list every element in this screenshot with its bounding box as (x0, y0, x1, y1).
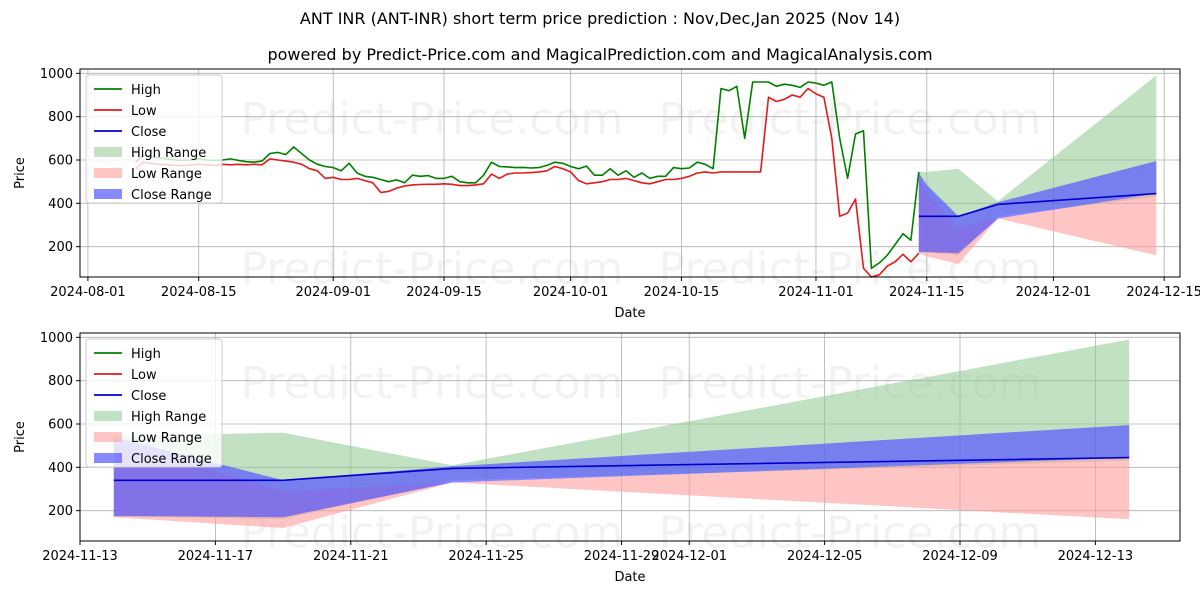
watermark-text: Predict-Price.com (241, 94, 624, 145)
y-tick-label: 1000 (40, 67, 73, 82)
x-tick-label: 2024-12-13 (1058, 549, 1134, 564)
x-tick-label: 2024-11-21 (313, 549, 389, 564)
low-range-area (918, 177, 1157, 264)
plot-frame (79, 68, 1181, 278)
chart-title: ANT INR (ANT-INR) short term price predi… (299, 9, 901, 28)
y-tick-label: 600 (48, 418, 73, 433)
legend-label: Low Range (131, 431, 202, 446)
watermark-text: Predict-Price.com (659, 94, 1042, 145)
x-tick-label: 2024-11-29 (584, 549, 660, 564)
close-line (113, 456, 1130, 482)
x-axis-label: Date (614, 570, 645, 585)
close-range-area (113, 425, 1130, 518)
x-tick-label: 2024-11-01 (778, 285, 854, 300)
x-axis-label: Date (614, 306, 645, 321)
x-tick-label: 2024-09-15 (406, 285, 482, 300)
legend-label: Close (131, 125, 166, 140)
y-tick-label: 400 (48, 461, 73, 476)
chart-top: Predict-Price.com Predict-Price.com Predic… (13, 67, 1200, 321)
x-tick-label: 2024-11-17 (178, 549, 254, 564)
legend-swatch-high-range (94, 147, 122, 157)
legend-swatch-close-range (94, 189, 122, 199)
legend-swatch-low-range (94, 432, 122, 442)
legend-label: High Range (131, 410, 206, 425)
legend-label: High (131, 347, 161, 362)
x-tick-label: 2024-11-15 (889, 285, 965, 300)
legend-swatch-low-range (94, 168, 122, 178)
y-tick-label: 200 (48, 240, 73, 255)
x-tick-label: 2024-08-15 (161, 285, 237, 300)
x-tick-label: 2024-10-15 (644, 285, 720, 300)
chart-subtitle: powered by Predict-Price.com and Magical… (267, 45, 933, 64)
legend-label: High (131, 83, 161, 98)
x-tick-label: 2024-12-01 (1016, 285, 1092, 300)
x-tick-label: 2024-12-01 (651, 549, 727, 564)
y-tick-label: 200 (48, 504, 73, 519)
x-tick-label: 2024-09-01 (295, 285, 371, 300)
y-axis-label: Price (13, 157, 28, 189)
x-tick-label: 2024-12-15 (1126, 285, 1200, 300)
x-tick-label: 2024-12-05 (787, 549, 863, 564)
y-tick-label: 1000 (40, 331, 73, 346)
watermark-text: Predict-Price.com (241, 244, 624, 295)
x-tick-label: 2024-10-01 (533, 285, 609, 300)
watermark-text: Predict-Price.com (659, 244, 1042, 295)
low-range-area (113, 441, 1130, 528)
legend-label: Low (131, 104, 157, 119)
y-axis-label: Price (13, 421, 28, 453)
legend-label: Close Range (131, 452, 212, 467)
legend-label: Low Range (131, 167, 202, 182)
legend-label: Low (131, 368, 157, 383)
watermark-text: Predict-Price.com (241, 358, 624, 409)
x-tick-label: 2024-12-09 (922, 549, 998, 564)
legend-label: Close (131, 389, 166, 404)
y-tick-label: 600 (48, 154, 73, 169)
plot-frame (79, 332, 1181, 542)
y-tick-label: 800 (48, 374, 73, 389)
low-line (134, 87, 920, 278)
watermark-text: Predict-Price.com (659, 508, 1042, 559)
close-line (918, 192, 1157, 218)
chart-bottom: Predict-Price.com Predict-Price.comPredic… (13, 331, 1181, 585)
y-tick-label: 400 (48, 197, 73, 212)
legend-label: Close Range (131, 188, 212, 203)
legend-label: High Range (131, 146, 206, 161)
y-tick-label: 800 (48, 110, 73, 125)
x-tick-label: 2024-08-01 (50, 285, 126, 300)
legend-swatch-close-range (94, 453, 122, 463)
close-range-area (918, 161, 1157, 254)
high-line (134, 81, 920, 270)
legend-swatch-high-range (94, 411, 122, 421)
x-tick-label: 2024-11-25 (448, 549, 524, 564)
x-tick-label: 2024-11-13 (42, 549, 118, 564)
